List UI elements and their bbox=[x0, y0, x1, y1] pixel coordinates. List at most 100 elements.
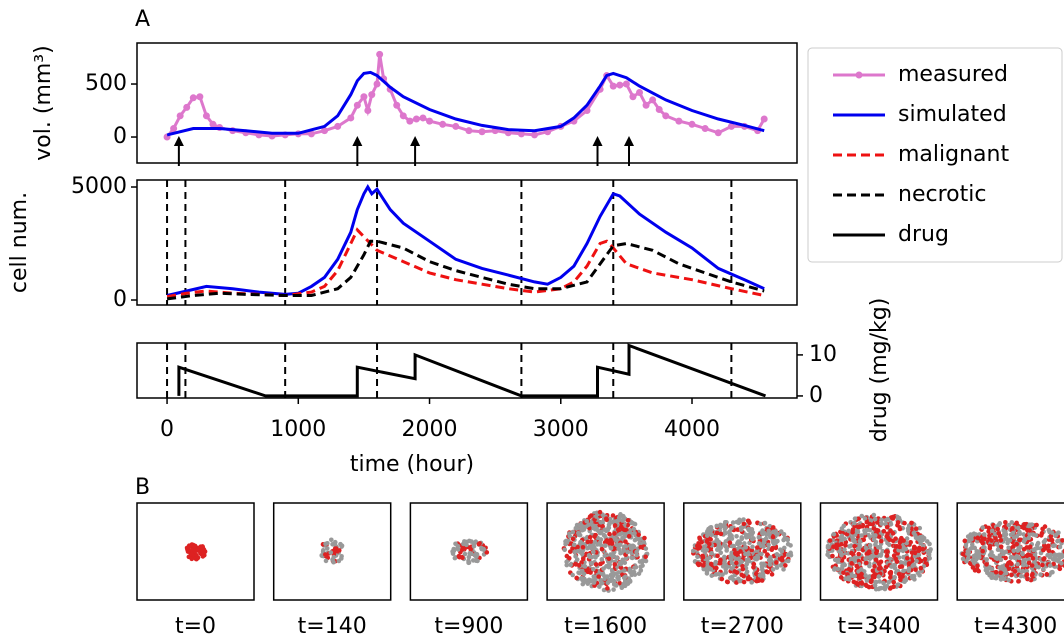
cell-dot bbox=[466, 554, 472, 560]
cell-dot bbox=[722, 519, 728, 525]
cell-dot bbox=[1009, 561, 1014, 567]
x-axis-label: time (hour) bbox=[350, 452, 474, 477]
cell-dot bbox=[782, 535, 788, 541]
cell-dot bbox=[715, 553, 720, 559]
cell-dot bbox=[1051, 561, 1056, 567]
cell-dot bbox=[960, 551, 966, 557]
cell-dot bbox=[891, 514, 896, 520]
cell-dot bbox=[587, 534, 593, 540]
cell-dot bbox=[891, 579, 897, 585]
cell-dot bbox=[916, 548, 922, 554]
cell-dot bbox=[914, 558, 919, 564]
cell-dot bbox=[886, 536, 891, 541]
cell-dot bbox=[897, 526, 903, 532]
data-point bbox=[176, 112, 184, 120]
cell-dot bbox=[614, 542, 620, 548]
cell-dot bbox=[1059, 552, 1064, 558]
cell-dot bbox=[1055, 538, 1060, 544]
cell-dot bbox=[571, 542, 577, 548]
cell-dot bbox=[1025, 576, 1030, 582]
cell-dot bbox=[888, 569, 894, 575]
cell-dot bbox=[323, 558, 329, 564]
data-point bbox=[321, 127, 329, 135]
cell-dot bbox=[592, 554, 598, 559]
cell-dot bbox=[456, 553, 462, 559]
cell-dot bbox=[585, 545, 590, 551]
cell-dot bbox=[580, 556, 586, 562]
cell-dot bbox=[999, 548, 1004, 554]
cell-dot bbox=[707, 541, 712, 547]
cell-dot bbox=[926, 552, 932, 558]
cell-dot bbox=[885, 516, 891, 522]
cell-dot bbox=[983, 567, 989, 573]
cell-dot bbox=[1030, 556, 1036, 561]
cell-dot bbox=[1029, 563, 1035, 568]
data-point bbox=[364, 107, 372, 115]
cell-dot bbox=[920, 546, 926, 552]
cell-dot bbox=[892, 548, 898, 554]
cell-dot bbox=[969, 542, 975, 547]
cell-dot bbox=[620, 526, 626, 532]
cell-dot bbox=[863, 556, 868, 561]
cell-dot bbox=[636, 532, 641, 538]
cell-dot bbox=[989, 528, 995, 534]
cell-dot bbox=[990, 553, 996, 559]
cell-dot bbox=[998, 570, 1004, 576]
cell-dot bbox=[854, 563, 860, 569]
cell-dot bbox=[570, 529, 576, 535]
cell-dot bbox=[708, 561, 714, 567]
data-point bbox=[655, 105, 663, 113]
cell-dot bbox=[612, 531, 617, 536]
cell-dot bbox=[714, 530, 720, 536]
series-line bbox=[166, 227, 765, 299]
cell-dot bbox=[962, 538, 968, 544]
cell-dot bbox=[627, 566, 633, 572]
cell-dot bbox=[979, 538, 984, 544]
cell-dot bbox=[597, 509, 603, 515]
cell-dot bbox=[749, 580, 754, 585]
cell-dot bbox=[695, 546, 701, 551]
cell-dot bbox=[901, 538, 906, 543]
cell-dot bbox=[984, 557, 990, 562]
cell-dot bbox=[570, 536, 576, 542]
data-point bbox=[376, 50, 384, 58]
cell-dot bbox=[339, 556, 344, 561]
cell-dot bbox=[878, 538, 884, 544]
cell-dot bbox=[606, 564, 612, 570]
cell-dot bbox=[872, 564, 877, 569]
cell-dot bbox=[200, 554, 206, 559]
cell-dot bbox=[827, 538, 833, 543]
cell-dot bbox=[704, 571, 710, 576]
cell-dot bbox=[842, 536, 847, 542]
snapshot-label: t=900 bbox=[434, 614, 503, 639]
data-point bbox=[426, 117, 434, 125]
cell-dot bbox=[976, 568, 981, 574]
cell-dot bbox=[902, 520, 907, 526]
cell-dot bbox=[475, 558, 480, 564]
cell-dot bbox=[965, 549, 971, 554]
data-point bbox=[727, 122, 735, 130]
cell-dot bbox=[872, 516, 878, 522]
cell-dot bbox=[1052, 554, 1058, 560]
cell-dot bbox=[838, 535, 843, 540]
cell-dot bbox=[618, 565, 624, 570]
cell-dot bbox=[609, 575, 615, 580]
cell-dot bbox=[899, 564, 905, 569]
legend-box bbox=[807, 47, 1063, 263]
cell-dot bbox=[592, 534, 597, 539]
cell-dot bbox=[610, 513, 616, 518]
cell-dot bbox=[1027, 528, 1032, 533]
cell-dot bbox=[625, 549, 631, 555]
cell-dot bbox=[846, 528, 851, 534]
cell-dot bbox=[593, 577, 598, 582]
cell-dot bbox=[762, 539, 767, 545]
cell-dot bbox=[462, 539, 467, 544]
cell-dot bbox=[769, 547, 775, 553]
cell-dot bbox=[632, 531, 637, 536]
cell-dot bbox=[740, 566, 746, 572]
data-point bbox=[478, 128, 486, 136]
data-point bbox=[399, 112, 407, 120]
cell-dot bbox=[708, 566, 714, 572]
cell-dot bbox=[333, 546, 339, 551]
cell-dot bbox=[1014, 541, 1020, 547]
